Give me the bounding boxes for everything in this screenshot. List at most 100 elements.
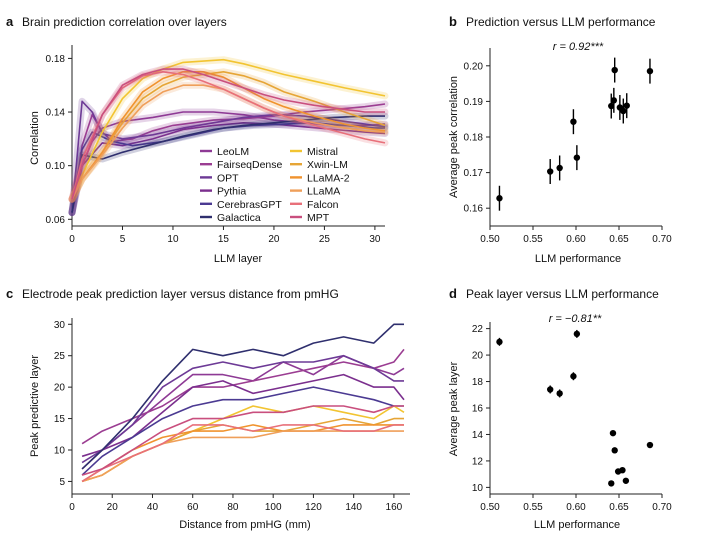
panel-a-series-mistral	[71, 58, 386, 200]
panel-a-title: Brain prediction correlation over layers	[22, 15, 227, 29]
panel-c-series-galactica	[81, 323, 404, 470]
legend-label-galactica: Galactica	[217, 212, 261, 224]
panel-b-point	[556, 164, 563, 172]
panel-c-series-mpt	[81, 405, 404, 476]
panel-a-series-mpt	[71, 68, 385, 200]
panel-a-series-galactica	[71, 115, 385, 213]
panel-d-point	[611, 447, 618, 454]
panel-d-point	[609, 429, 617, 437]
panel-c-x-tick-label: 80	[227, 502, 239, 513]
panel-b-point	[608, 102, 615, 110]
panel-d-y-tick-label: 12	[472, 456, 484, 467]
panel-c-x-tick-label: 60	[187, 502, 199, 513]
legend-label-falcon: Falcon	[307, 199, 339, 211]
legend-label-mistral: Mistral	[307, 146, 338, 158]
panel-d-title: Peak layer versus LLM performance	[466, 287, 659, 301]
panel-b-x-tick-label: 0.60	[566, 234, 586, 245]
panel-a-series-llama	[71, 84, 386, 200]
panel-d-xlabel: LLM performance	[534, 519, 620, 531]
panel-c-y-tick-label: 10	[54, 446, 66, 457]
panel-a-ylabel: Correlation	[29, 111, 41, 165]
panel-b-stat: r = 0.92***	[553, 41, 604, 53]
panel-c-series-mistral	[81, 405, 405, 483]
panel-b-title: Prediction versus LLM performance	[466, 15, 656, 29]
panel-a-letter: a	[6, 14, 14, 29]
panel-b-y-tick-label: 0.18	[464, 133, 484, 144]
panel-b-point	[573, 154, 581, 161]
legend-label-xwin-lm: Xwin-LM	[307, 159, 348, 171]
panel-d-point	[547, 386, 554, 393]
panel-c-y-tick-label: 30	[54, 320, 66, 331]
panel-c-y-tick-label: 20	[54, 383, 66, 394]
legend-label-leolm: LeoLM	[217, 146, 249, 158]
panel-a-x-tick-label: 30	[369, 234, 381, 245]
legend-label-llama: LLaMA	[307, 186, 340, 198]
panel-d-y-tick-label: 14	[472, 430, 484, 441]
panel-b-x-tick-label: 0.50	[480, 234, 500, 245]
legend-label-pythia: Pythia	[217, 186, 246, 198]
legend-label-cerebrasgpt: CerebrasGPT	[217, 199, 282, 211]
panel-c-series-falcon	[81, 424, 404, 483]
panel-b-point	[646, 67, 654, 75]
panel-c-y-tick-label: 5	[59, 477, 65, 488]
panel-c-x-tick-label: 160	[386, 502, 403, 513]
panel-d-y-tick-label: 16	[472, 404, 484, 415]
panel-a-x-tick-label: 15	[218, 234, 230, 245]
panel-a-y-tick-label: 0.14	[46, 108, 66, 119]
panel-d-y-tick-label: 10	[472, 483, 484, 494]
panel-b-point	[496, 195, 503, 202]
panel-b-y-tick-label: 0.16	[464, 204, 484, 215]
panel-b-point	[620, 107, 627, 115]
panel-d-x-tick-label: 0.55	[523, 502, 543, 513]
panel-c-x-tick-label: 20	[107, 502, 119, 513]
panel-b-x-tick-label: 0.70	[652, 234, 672, 245]
panel-d-point	[573, 330, 581, 338]
panel-a-x-tick-label: 0	[69, 234, 75, 245]
panel-d-stat: r = −0.81**	[549, 313, 602, 325]
panel-b-point	[547, 168, 554, 175]
panel-c-series-opt	[81, 354, 404, 464]
panel-c-x-tick-label: 40	[147, 502, 159, 513]
panel-b-xlabel: LLM performance	[535, 253, 621, 265]
panel-b-point	[623, 102, 630, 109]
panel-b-x-tick-label: 0.65	[609, 234, 629, 245]
panel-b-point	[611, 66, 618, 74]
panel-c-letter: c	[6, 286, 13, 301]
panel-d-point	[646, 441, 654, 449]
panel-a-series-pythia	[71, 122, 386, 213]
panel-a-y-tick-label: 0.18	[46, 54, 66, 65]
panel-c-y-tick-label: 25	[54, 351, 66, 362]
panel-a-x-tick-label: 10	[167, 234, 179, 245]
panel-c-xlabel: Distance from pmHG (mm)	[179, 519, 310, 531]
panel-d-x-tick-label: 0.60	[566, 502, 586, 513]
panel-b-x-tick-label: 0.55	[523, 234, 543, 245]
panel-a-x-tick-label: 20	[268, 234, 280, 245]
panel-a-xlabel: LLM layer	[214, 253, 263, 265]
legend-label-mpt: MPT	[307, 212, 330, 224]
panel-d-y-tick-label: 18	[472, 377, 484, 388]
panel-d-letter: d	[449, 286, 457, 301]
panel-a-x-tick-label: 5	[120, 234, 126, 245]
legend-label-llama-2: LLaMA-2	[307, 172, 350, 184]
panel-d-point	[556, 390, 563, 397]
panel-a-x-tick-label: 25	[319, 234, 331, 245]
panel-c-ylabel: Peak predictive layer	[29, 355, 41, 457]
panel-c-series-cerebrasgpt	[81, 386, 404, 476]
panel-c-y-tick-label: 15	[54, 414, 66, 425]
panel-b-y-tick-label: 0.19	[464, 97, 484, 108]
panel-c-title: Electrode peak prediction layer versus d…	[22, 287, 339, 301]
panel-a-series-llama-2	[71, 71, 386, 200]
panel-d-point	[619, 466, 626, 474]
panel-d-x-tick-label: 0.65	[609, 502, 629, 513]
panel-b-y-tick-label: 0.17	[464, 168, 484, 179]
panel-c-x-tick-label: 120	[305, 502, 322, 513]
panel-c-x-tick-label: 0	[69, 502, 75, 513]
panel-d-x-tick-label: 0.70	[652, 502, 672, 513]
panel-d-point	[622, 477, 630, 484]
panel-b-y-tick-label: 0.20	[464, 61, 484, 72]
legend-label-fairseqdense: FairseqDense	[217, 159, 283, 171]
panel-b-point	[570, 118, 577, 125]
panel-d-point	[608, 480, 615, 487]
